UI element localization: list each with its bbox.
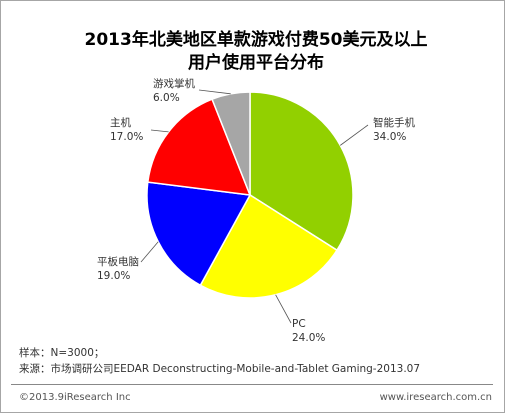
slice-label-1: PC [292,318,306,330]
pie-slice-3 [146,98,252,196]
leader-line-0 [340,124,369,146]
chart-title-line2: 用户使用平台分布 [188,53,324,73]
slice-label-3: 主机 [110,116,131,129]
slice-percent-0: 34.0% [373,131,406,143]
sample-note: 样本：N=3000； [19,347,105,359]
copyright-text: ©2013.9iResearch Inc [19,392,131,403]
slice-percent-4: 6.0% [153,92,180,104]
pie-slice-4 [211,91,251,196]
pie-slice-1 [199,193,339,299]
slice-percent-2: 19.0% [97,270,130,282]
chart-notes: 样本：N=3000； 来源：市场调研公司EEDAR Deconstructing… [19,345,420,377]
chart-title: 2013年北美地区单款游戏付费50美元及以上 用户使用平台分布 [61,29,451,75]
leader-line-2 [140,241,159,263]
footer-divider [11,384,493,385]
slice-label-2: 平板电脑 [97,255,139,268]
slice-percent-1: 24.0% [292,332,325,344]
leader-line-4 [198,89,231,95]
slice-percent-3: 17.0% [110,131,143,143]
leader-line-3 [150,129,169,133]
source-note: 来源：市场调研公司EEDAR Deconstructing-Mobile-and… [19,363,421,375]
slice-label-0: 智能手机 [373,116,415,129]
chart-title-line1: 2013年北美地区单款游戏付费50美元及以上 [84,30,428,50]
pie-slice-2 [146,181,252,287]
website-text: www.iresearch.com.cn [379,392,492,403]
leader-line-1 [275,294,292,324]
slice-label-4: 游戏掌机 [153,77,195,90]
